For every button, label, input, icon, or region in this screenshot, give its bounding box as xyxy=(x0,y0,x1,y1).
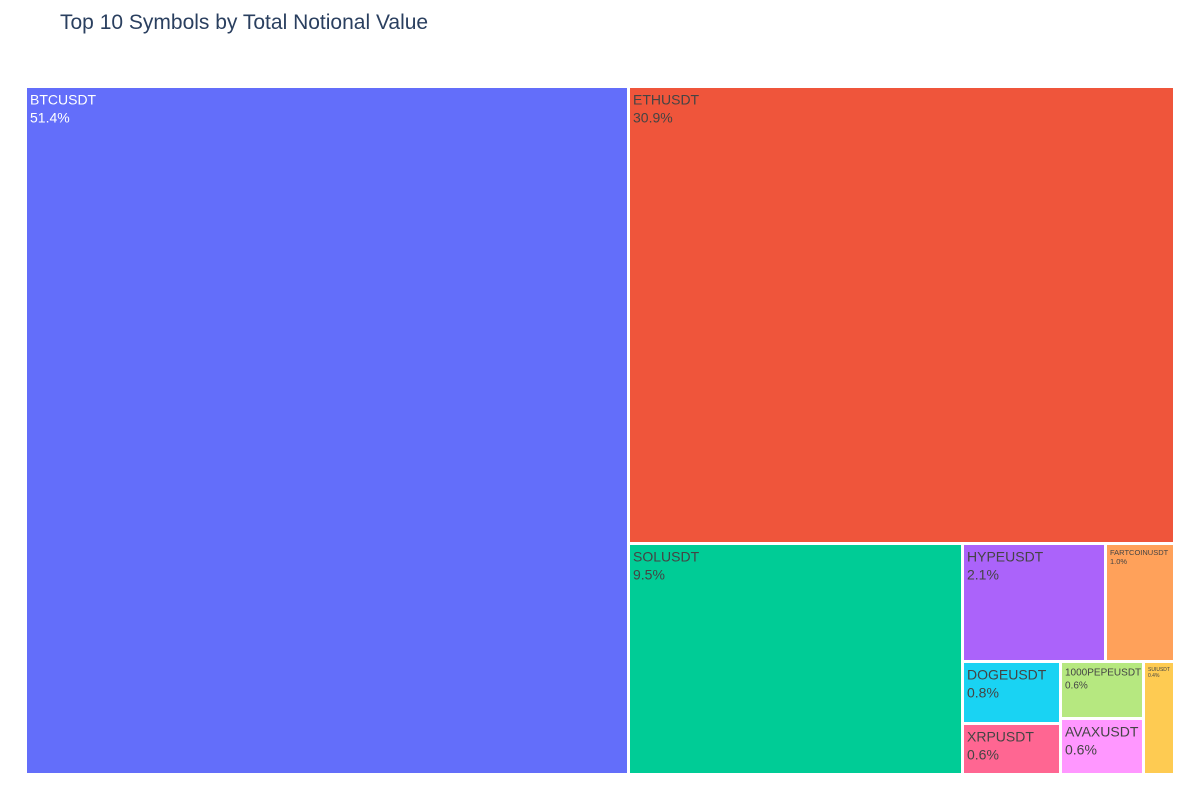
tile-rect-suiusdt[interactable] xyxy=(1145,663,1173,773)
tile-rect-ethusdt[interactable] xyxy=(630,88,1173,542)
tile-1000pepeusdt[interactable]: 1000PEPEUSDT 0.6% xyxy=(1062,663,1142,717)
tile-label-xrpusdt: XRPUSDT xyxy=(967,728,1034,744)
tile-label-fartcoinusdt: FARTCOINUSDT xyxy=(1110,548,1169,557)
tile-percent-solusdt: 9.5% xyxy=(633,566,665,582)
tile-percent-suiusdt: 0.4% xyxy=(1148,673,1160,679)
tile-btcusdt[interactable]: BTCUSDT 51.4% xyxy=(27,88,627,773)
tile-xrpusdt[interactable]: XRPUSDT 0.6% xyxy=(964,725,1059,773)
tile-label-dogeusdt: DOGEUSDT xyxy=(967,666,1047,682)
tile-hypeusdt[interactable]: HYPEUSDT 2.1% xyxy=(964,545,1104,660)
tile-label-btcusdt: BTCUSDT xyxy=(30,91,97,107)
tile-percent-btcusdt: 51.4% xyxy=(30,109,70,125)
tile-percent-1000pepeusdt: 0.6% xyxy=(1065,681,1088,692)
tile-solusdt[interactable]: SOLUSDT 9.5% xyxy=(630,545,961,773)
tile-rect-avaxusdt[interactable] xyxy=(1062,720,1142,773)
tile-label-solusdt: SOLUSDT xyxy=(633,548,700,564)
tile-percent-ethusdt: 30.9% xyxy=(633,109,673,125)
tile-percent-hypeusdt: 2.1% xyxy=(967,566,999,582)
tile-ethusdt[interactable]: ETHUSDT 30.9% xyxy=(630,88,1173,542)
tile-rect-fartcoinusdt[interactable] xyxy=(1107,545,1173,660)
tile-label-ethusdt: ETHUSDT xyxy=(633,91,700,107)
tile-percent-avaxusdt: 0.6% xyxy=(1065,741,1097,757)
tile-label-hypeusdt: HYPEUSDT xyxy=(967,548,1044,564)
tile-rect-hypeusdt[interactable] xyxy=(964,545,1104,660)
tile-rect-solusdt[interactable] xyxy=(630,545,961,773)
tile-rect-dogeusdt[interactable] xyxy=(964,663,1059,722)
tile-percent-dogeusdt: 0.8% xyxy=(967,684,999,700)
tile-label-suiusdt: SUIUSDT xyxy=(1148,667,1170,673)
tile-dogeusdt[interactable]: DOGEUSDT 0.8% xyxy=(964,663,1059,722)
tile-rect-btcusdt[interactable] xyxy=(27,88,627,773)
tile-avaxusdt[interactable]: AVAXUSDT 0.6% xyxy=(1062,720,1142,773)
tile-percent-fartcoinusdt: 1.0% xyxy=(1110,557,1127,566)
tile-label-1000pepeusdt: 1000PEPEUSDT xyxy=(1065,668,1141,679)
tile-percent-xrpusdt: 0.6% xyxy=(967,746,999,762)
chart-title: Top 10 Symbols by Total Notional Value xyxy=(60,11,429,34)
tile-rect-1000pepeusdt[interactable] xyxy=(1062,663,1142,717)
tile-rect-xrpusdt[interactable] xyxy=(964,725,1059,773)
tile-label-avaxusdt: AVAXUSDT xyxy=(1065,723,1139,739)
